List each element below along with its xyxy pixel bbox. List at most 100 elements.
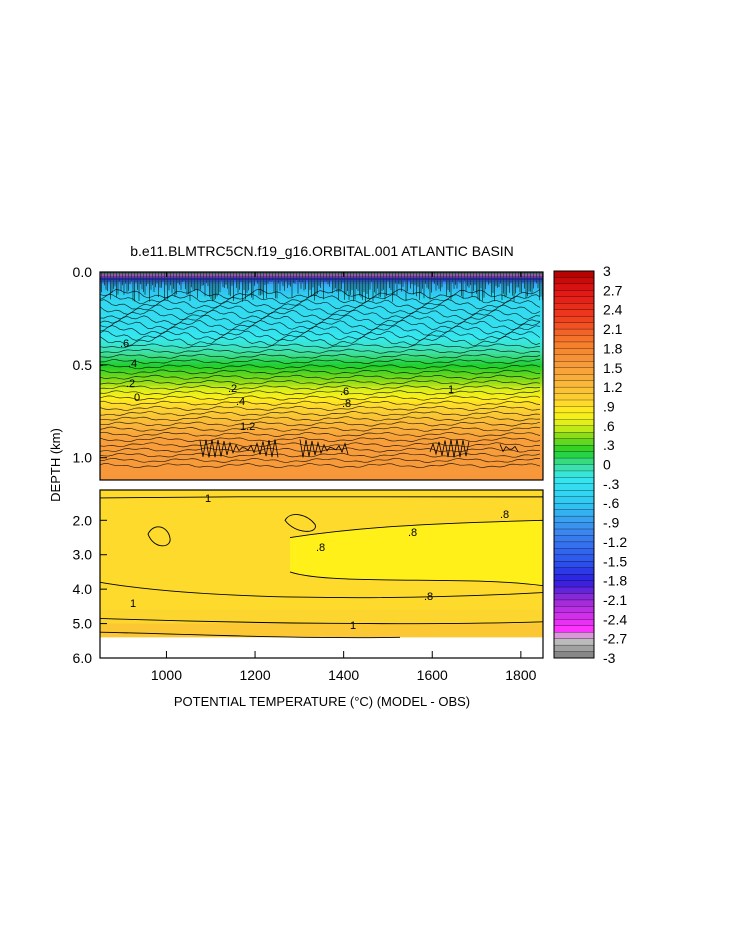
upper-contour-label: 1 <box>448 384 454 396</box>
colorbar-labels: 3 2.7 2.4 2.1 1.8 1.5 1.2 .9 .6 .3 0 -.3 -.6 -.9 -1.2 -… <box>603 263 627 666</box>
colorbar-swatch <box>553 309 595 317</box>
x-tick-label: 1400 <box>328 667 359 683</box>
upper-contour-line <box>100 395 541 401</box>
colorbar-label: 3 <box>603 263 611 279</box>
upper-fill-band <box>100 476 543 479</box>
lower-contour-labels: 1 .8 .8 .8 1 1 .8 <box>130 493 509 632</box>
colorbar-swatch <box>553 541 595 549</box>
colorbar-swatch <box>553 270 595 278</box>
upper-fill-band <box>100 308 543 311</box>
lower-panel: 1 .8 .8 .8 1 1 .8 2.0 3.0 4.0 5.0 6.0 1000 1200 1400… <box>73 272 544 683</box>
lower-contour-line <box>100 581 543 599</box>
colorbar-swatch <box>553 554 595 562</box>
colorbar-swatch <box>553 438 595 446</box>
x-tick-label: 1600 <box>417 667 448 683</box>
colorbar-label: -2.4 <box>603 611 627 627</box>
colorbar-swatch <box>553 367 595 375</box>
upper-contour-label: 0 <box>134 392 140 404</box>
colorbar: 3 2.7 2.4 2.1 1.8 1.5 1.2 .9 .6 .3 0 -.3 -.6 -.9 -1.2 -… <box>553 263 627 666</box>
upper-fill-band <box>100 398 543 401</box>
colorbar-swatch <box>553 290 595 298</box>
upper-contour-label: .8 <box>342 398 351 410</box>
x-axis-label: POTENTIAL TEMPERATURE (°C) (MODEL - OBS) <box>174 694 470 709</box>
upper-fill-band <box>100 366 543 369</box>
lower-contour-line <box>289 519 543 587</box>
colorbar-swatch <box>553 599 595 607</box>
upper-fill-band <box>100 442 543 445</box>
upper-fill-band <box>100 316 543 319</box>
colorbar-swatch <box>553 509 595 517</box>
lower-contour-label: .8 <box>316 542 325 554</box>
upper-fill-band <box>100 392 543 395</box>
upper-y-axis: 0.0 0.5 1.0 <box>73 264 107 466</box>
upper-fill-band <box>100 296 543 299</box>
upper-contour-line <box>100 421 541 427</box>
lower-y-tick-label: 5.0 <box>73 616 93 632</box>
colorbar-swatch <box>553 328 595 336</box>
upper-fill-band <box>100 314 543 317</box>
upper-contour-line <box>100 416 541 422</box>
colorbar-label: -.3 <box>603 476 620 492</box>
upper-fill-band <box>100 292 543 295</box>
upper-fill-band <box>100 478 543 480</box>
colorbar-swatch <box>553 393 595 401</box>
colorbar-swatch <box>553 522 595 530</box>
upper-fill-band <box>100 408 543 411</box>
colorbar-swatch <box>553 619 595 627</box>
upper-fill-band <box>100 356 543 359</box>
x-tick-label: 1200 <box>239 667 270 683</box>
upper-contour-line <box>100 447 541 453</box>
upper-fill-band <box>100 310 543 313</box>
colorbar-swatch <box>553 335 595 343</box>
upper-fill-band <box>100 382 543 385</box>
lower-panel-contours <box>100 496 543 639</box>
colorbar-label: -.9 <box>603 515 620 531</box>
upper-fill-band <box>100 320 543 323</box>
upper-fill-band <box>100 294 543 297</box>
chart-title: b.e11.BLMTRC5CN.f19_g16.ORBITAL.001 ATLA… <box>130 243 514 259</box>
colorbar-swatch <box>553 477 595 485</box>
colorbar-label: 1.5 <box>603 360 623 376</box>
upper-fill-band <box>100 376 543 379</box>
lower-panel-frame <box>99 489 544 659</box>
colorbar-swatch <box>553 412 595 420</box>
upper-fill-band <box>100 274 543 277</box>
upper-fill-band <box>100 378 543 381</box>
colorbar-label: .3 <box>603 437 615 453</box>
upper-contour-line <box>100 335 541 346</box>
upper-fill-band <box>100 470 543 473</box>
upper-fill-band <box>100 322 543 325</box>
x-tick-label: 1800 <box>505 667 536 683</box>
colorbar-frame <box>553 270 595 659</box>
lower-panel-fill <box>100 490 543 658</box>
upper-fill-band <box>100 344 543 347</box>
upper-contour-line <box>100 385 541 391</box>
upper-contour-label: .4 <box>236 396 245 408</box>
colorbar-swatch <box>553 464 595 472</box>
upper-fill-band <box>100 444 543 447</box>
colorbar-swatch <box>553 277 595 285</box>
upper-fill-band <box>100 422 543 425</box>
upper-contour-line <box>100 359 541 365</box>
upper-fill-band <box>100 436 543 439</box>
upper-fill-band <box>100 400 543 403</box>
colorbar-swatch <box>553 651 595 659</box>
upper-contour-labels: .6.4.20.2.4.6.811.2 <box>120 338 454 433</box>
upper-fill-band <box>100 358 543 361</box>
upper-fill-band <box>100 418 543 421</box>
lower-contour-label: 1 <box>205 493 211 505</box>
y-axis-label: DEPTH (km) <box>48 428 63 502</box>
lower-y-tick-label: 3.0 <box>73 547 93 563</box>
colorbar-swatch <box>553 625 595 633</box>
lower-contour-line <box>147 526 171 547</box>
upper-contour-line <box>100 405 541 411</box>
colorbar-swatch <box>553 535 595 543</box>
upper-fill-band <box>100 354 543 357</box>
colorbar-swatch <box>553 386 595 395</box>
upper-contour-line <box>100 343 541 349</box>
colorbar-swatch <box>553 580 595 588</box>
colorbar-swatch <box>553 574 595 582</box>
upper-fill-band <box>100 374 543 377</box>
upper-contour-line <box>100 353 541 359</box>
